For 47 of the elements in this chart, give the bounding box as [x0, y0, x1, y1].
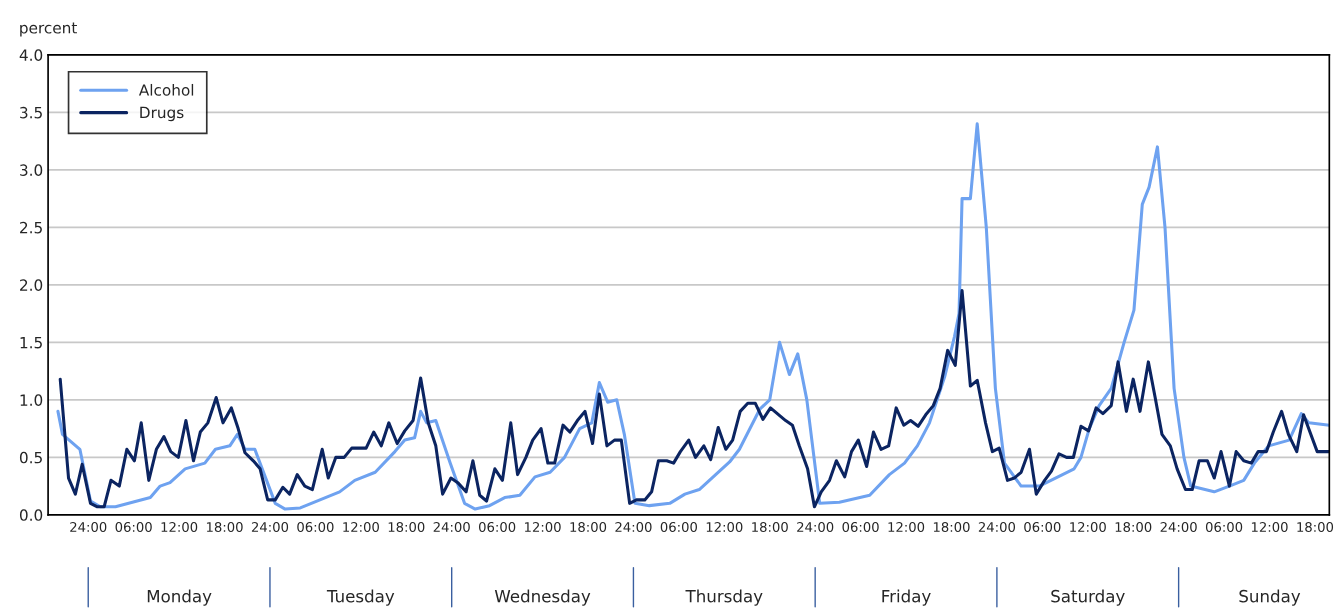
- x-tick-label: 18:00: [388, 522, 425, 532]
- y-tick-label: 3.5: [20, 106, 42, 119]
- x-tick-label: 12:00: [1070, 522, 1106, 532]
- y-axis-title: percent: [20, 22, 77, 37]
- y-tick-label: 1.5: [20, 337, 42, 349]
- x-tick-label: 06:00: [660, 522, 697, 532]
- x-tick-label: 24:00: [70, 522, 107, 532]
- y-tick-label: 0.5: [19, 451, 42, 464]
- text: Wednesday: [494, 589, 591, 606]
- legend-label: Alcohol: [138, 83, 194, 96]
- x-tick-label: 24:00: [615, 522, 652, 532]
- x-tick-label: 12:00: [1251, 522, 1288, 532]
- x-tick-label: 06:00: [115, 522, 152, 532]
- x-tick-label: 12:00: [161, 522, 198, 532]
- x-tick-label: 06:00: [1024, 522, 1061, 532]
- text: Thursday: [685, 589, 763, 606]
- x-tick-label: 12:00: [888, 522, 925, 532]
- x-tick-label: 12:00: [706, 522, 743, 532]
- x-tick-label: 18:00: [570, 522, 607, 532]
- text: Friday: [882, 589, 931, 606]
- y-tick-label: 2.0: [20, 279, 43, 291]
- x-tick-label: 12:00: [343, 522, 379, 532]
- x-tick-label: 06:00: [297, 522, 334, 532]
- x-tick-label: 06:00: [1205, 522, 1243, 532]
- x-tick-label: 24:00: [797, 522, 834, 532]
- x-tick-label: 06:00: [842, 522, 879, 532]
- x-tick-label: 18:00: [206, 522, 243, 532]
- text: Monday: [147, 589, 212, 606]
- legend-label: Drugs: [140, 106, 184, 122]
- x-tick-label: 18:00: [1297, 522, 1334, 532]
- y-tick-label: 3.0: [20, 164, 43, 176]
- y-tick-label: 4.0: [19, 49, 43, 61]
- text: Saturday: [1051, 589, 1125, 606]
- text: Sunday: [1239, 589, 1301, 606]
- x-tick-label: 18:00: [1115, 522, 1152, 532]
- y-tick-label: 1.0: [20, 394, 43, 406]
- x-tick-label: 18:00: [752, 522, 788, 532]
- x-tick-label: 24:00: [433, 522, 470, 532]
- x-tick-label: 24:00: [1160, 522, 1197, 532]
- x-tick-label: 18:00: [933, 522, 970, 532]
- x-tick-label: 24:00: [251, 522, 289, 532]
- y-tick-label: 2.5: [20, 221, 42, 234]
- x-tick-label: 06:00: [478, 522, 516, 532]
- text: Tuesday: [326, 589, 395, 606]
- y-tick-label: 0.0: [19, 509, 43, 521]
- x-tick-label: 12:00: [525, 522, 561, 532]
- x-tick-label: 24:00: [978, 522, 1016, 532]
